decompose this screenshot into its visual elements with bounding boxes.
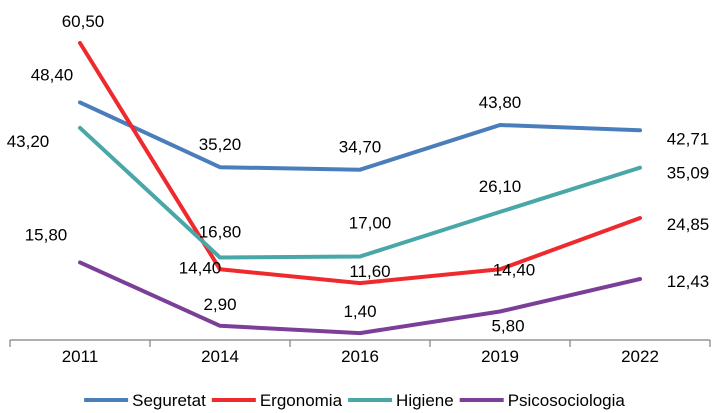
legend-label: Higiene bbox=[396, 391, 454, 410]
series-lines bbox=[78, 41, 642, 336]
legend-item-psicosociologia: Psicosociologia bbox=[459, 391, 626, 410]
data-label-seguretat: 42,71 bbox=[667, 129, 710, 148]
data-label-ergonomia: 14,40 bbox=[179, 258, 222, 277]
data-label-ergonomia: 11,60 bbox=[349, 262, 390, 281]
data-label-seguretat: 48,40 bbox=[31, 65, 74, 84]
data-labels: 48,40 35,20 34,70 43,80 42,71 60,50 14,40 11,60… bbox=[7, 12, 710, 336]
data-label-psicosociologia: 5,80 bbox=[491, 317, 524, 336]
legend-label: Ergonomia bbox=[260, 391, 343, 410]
data-label-higiene: 43,20 bbox=[7, 132, 50, 151]
x-tick-label: 2016 bbox=[341, 347, 379, 366]
series-line-seguretat bbox=[78, 100, 642, 172]
data-label-ergonomia: 60,50 bbox=[62, 12, 105, 31]
x-axis: 2011 2014 2016 2019 2022 bbox=[9, 339, 711, 366]
data-label-higiene: 17,00 bbox=[349, 214, 392, 233]
data-label-psicosociologia: 12,43 bbox=[667, 272, 710, 291]
data-label-psicosociologia: 2,90 bbox=[203, 295, 236, 314]
data-label-higiene: 35,09 bbox=[667, 164, 710, 183]
legend-item-seguretat: Seguretat bbox=[84, 391, 206, 410]
data-label-higiene: 26,10 bbox=[479, 177, 522, 196]
x-tick-label: 2022 bbox=[621, 347, 659, 366]
data-label-seguretat: 43,80 bbox=[479, 93, 522, 112]
x-tick-label: 2011 bbox=[62, 347, 99, 366]
data-label-psicosociologia: 1,40 bbox=[343, 302, 376, 321]
series-line-higiene bbox=[78, 125, 642, 260]
data-label-higiene: 16,80 bbox=[199, 223, 242, 242]
legend-item-higiene: Higiene bbox=[348, 391, 454, 410]
data-label-ergonomia: 14,40 bbox=[493, 260, 536, 279]
x-tick-label: 2014 bbox=[201, 347, 239, 366]
x-tick-label: 2019 bbox=[481, 347, 519, 366]
series-line-ergonomia bbox=[78, 41, 642, 286]
legend-label: Psicosociologia bbox=[508, 391, 626, 410]
data-label-seguretat: 34,70 bbox=[339, 138, 382, 157]
data-label-ergonomia: 24,85 bbox=[667, 215, 710, 234]
legend-label: Seguretat bbox=[132, 391, 206, 410]
data-label-seguretat: 35,20 bbox=[199, 135, 242, 154]
series-line-psicosociologia bbox=[78, 260, 642, 336]
legend-item-ergonomia: Ergonomia bbox=[211, 391, 343, 410]
data-label-psicosociologia: 15,80 bbox=[25, 225, 68, 244]
legend: Seguretat Ergonomia Higiene Psicosociologia bbox=[84, 391, 625, 410]
